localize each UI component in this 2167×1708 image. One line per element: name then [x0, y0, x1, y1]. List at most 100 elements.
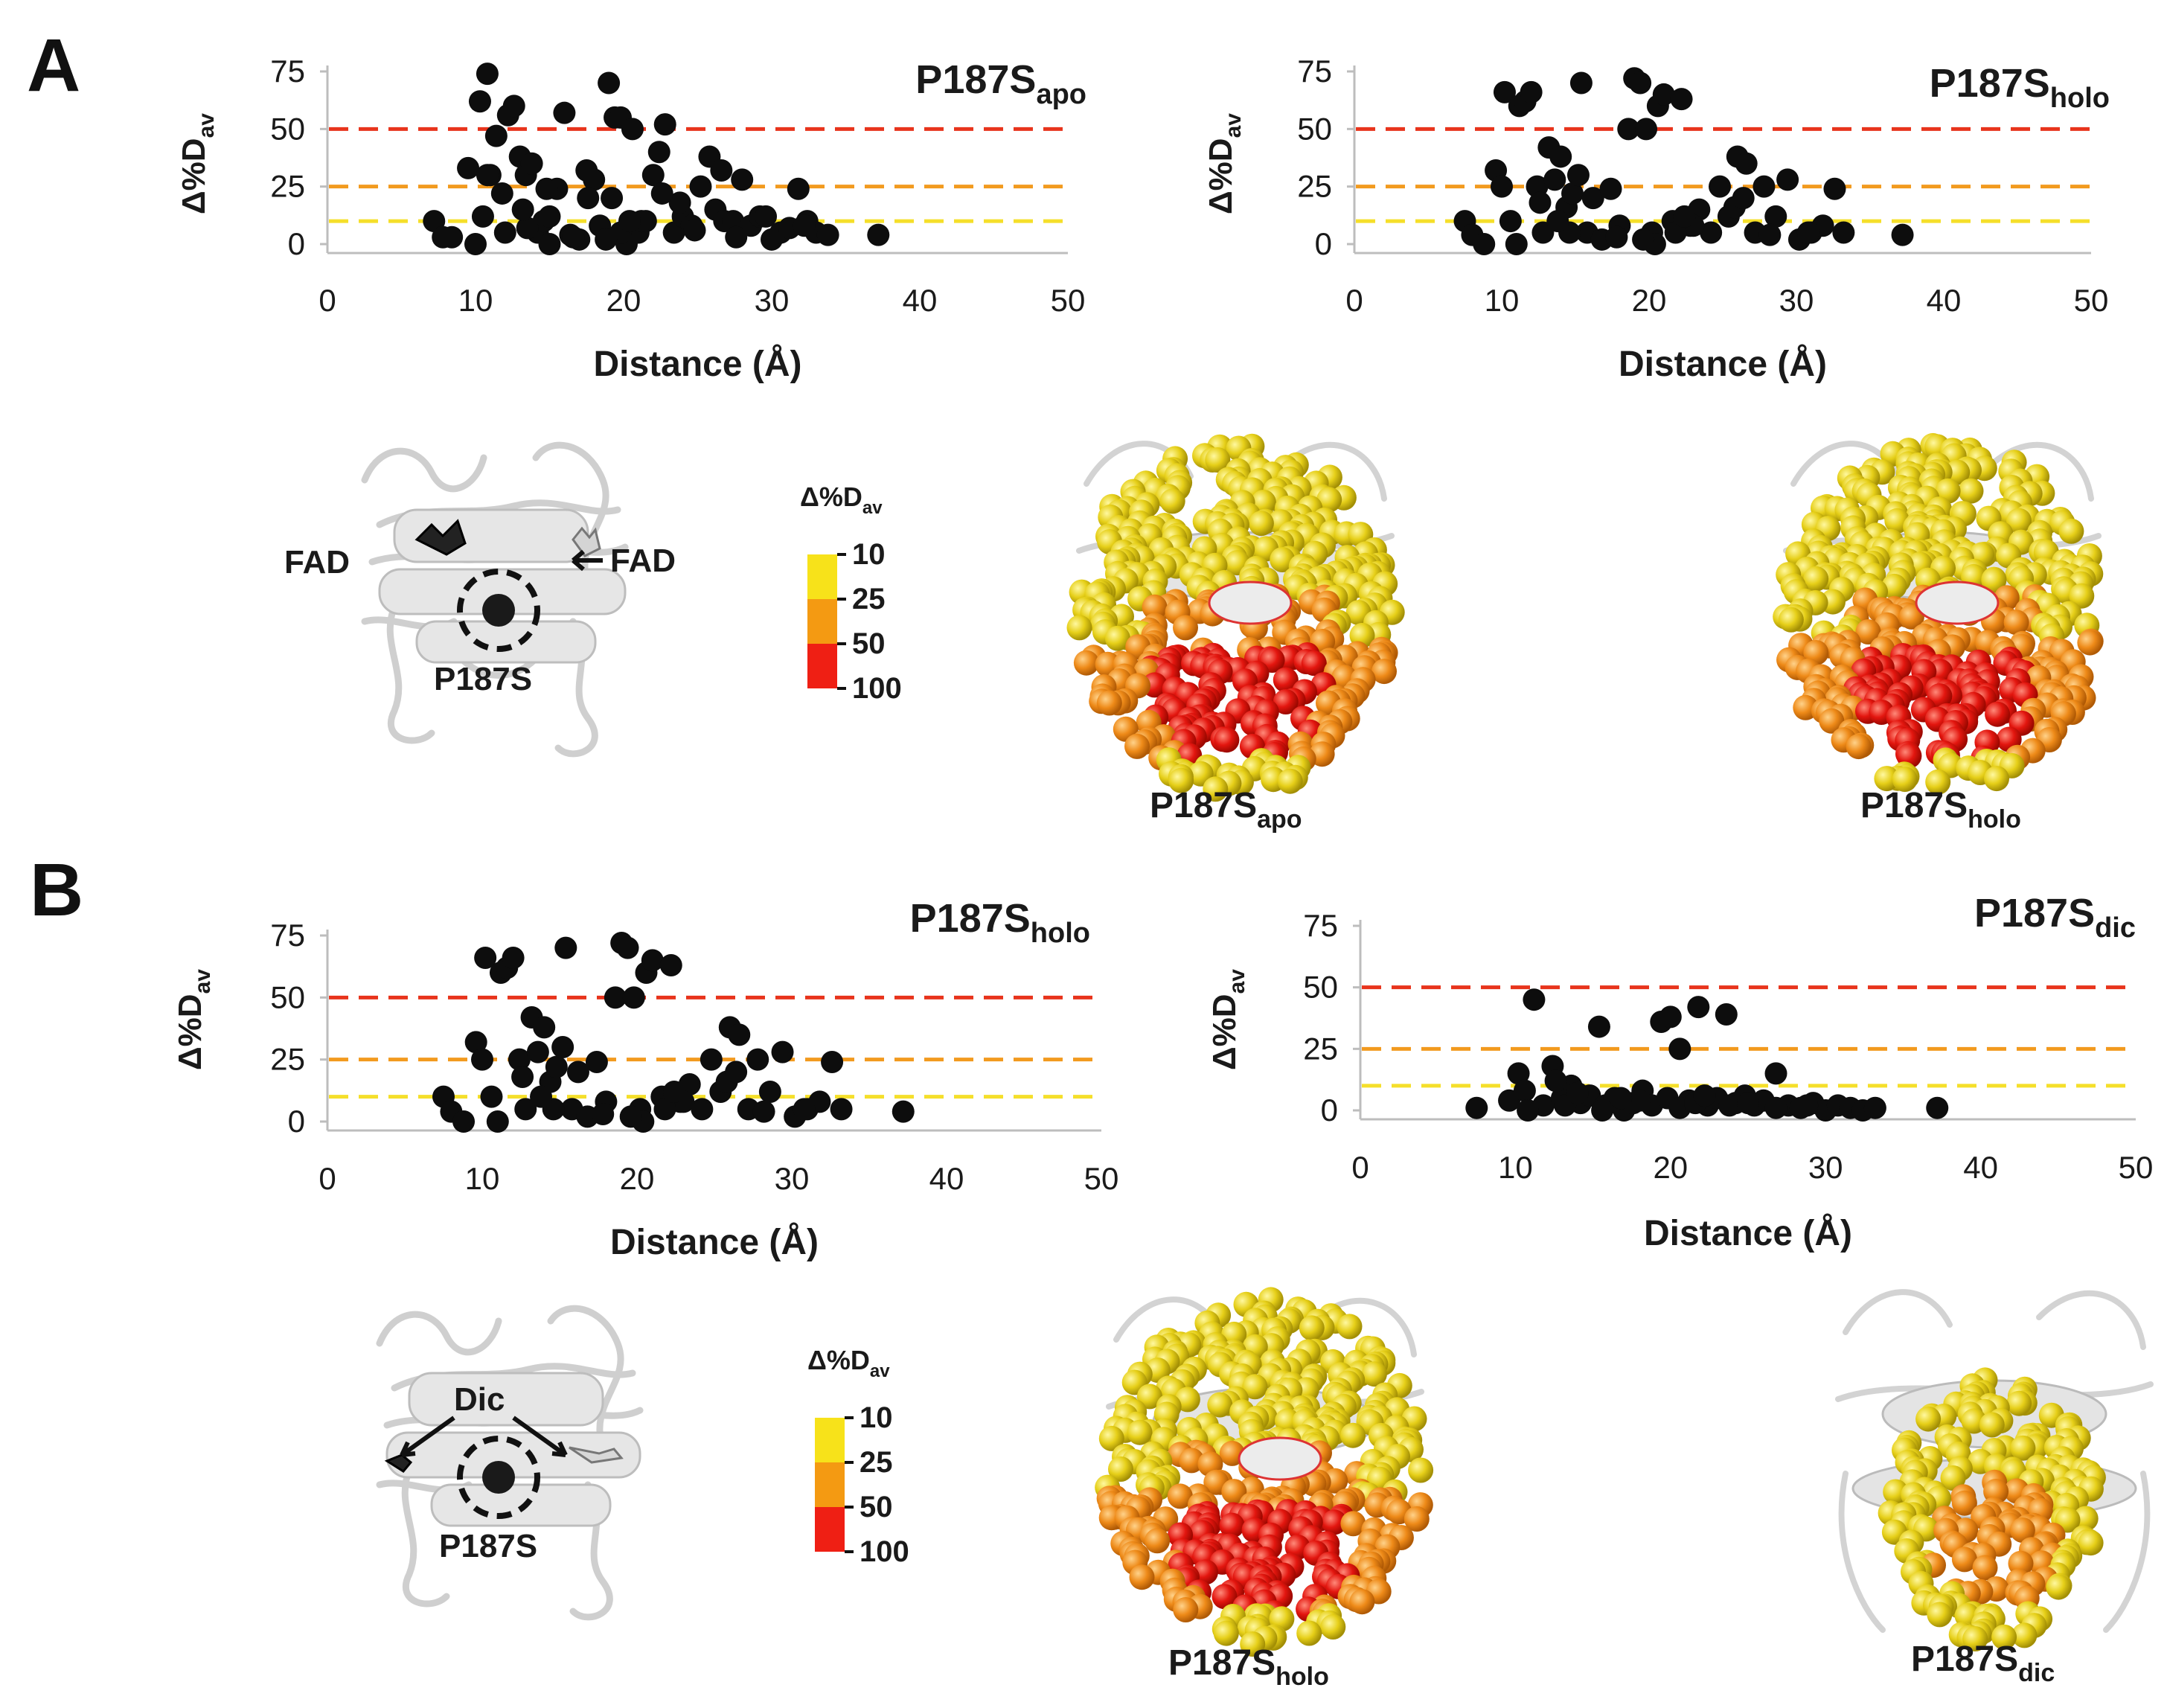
data-point: [452, 1110, 476, 1133]
fad-label-left: FAD: [284, 544, 350, 580]
y-tick-label: 0: [1315, 226, 1332, 261]
data-point: [1465, 1096, 1488, 1119]
x-tick-label: 30: [1808, 1150, 1843, 1185]
data-point: [516, 217, 539, 240]
data-point: [1546, 210, 1569, 233]
data-point: [1529, 191, 1552, 214]
scale-label: 100: [860, 1535, 909, 1568]
y-tick-label: 25: [1303, 1031, 1338, 1066]
data-point: [653, 113, 676, 136]
data-point: [752, 1100, 775, 1123]
x-tick-label: 0: [1345, 283, 1363, 318]
x-tick-label: 10: [458, 283, 493, 318]
data-point: [830, 1098, 853, 1121]
data-point: [1891, 223, 1914, 246]
data-point: [1561, 182, 1584, 205]
data-point: [816, 223, 839, 246]
data-point: [1569, 71, 1593, 95]
data-point: [1668, 1037, 1691, 1061]
data-point: [598, 71, 621, 95]
chart-title: P187Sholo: [910, 896, 1090, 949]
data-point: [585, 1051, 608, 1073]
data-point: [1599, 177, 1622, 200]
y-tick-label: 25: [1297, 169, 1332, 204]
scatter-chart-a-holo: 0 25 50 75 0 10 20 30 40 50 Distance (Å) Δ%Dav P187S…: [1203, 54, 2110, 384]
data-point: [1610, 1087, 1633, 1110]
y-axis-label: Δ%Dav: [172, 969, 215, 1070]
data-point: [1659, 1005, 1682, 1029]
data-point: [511, 1066, 534, 1088]
data-point: [731, 168, 754, 191]
data-point: [647, 141, 670, 164]
data-point: [1823, 177, 1846, 200]
data-point: [1735, 152, 1758, 175]
scale-label: 25: [860, 1446, 893, 1479]
y-tick-label: 50: [1297, 111, 1332, 146]
data-point: [526, 1040, 549, 1063]
data-point: [1520, 80, 1543, 103]
data-point: [892, 1100, 915, 1123]
data-point: [1715, 1003, 1738, 1026]
data-point: [486, 1110, 509, 1133]
data-point: [471, 1048, 493, 1071]
x-axis-label: Distance (Å): [610, 1222, 819, 1262]
data-point: [1670, 88, 1693, 111]
data-point: [474, 947, 497, 969]
data-point: [553, 101, 576, 124]
scatter-chart-b-dic: 0 25 50 75 0 10 20 30 40 50 Distance (Å) Δ%Dav P187S…: [1206, 891, 2153, 1253]
data-point: [468, 90, 491, 113]
space-fill-structure-apo: [1066, 433, 1405, 802]
data-point: [755, 205, 778, 228]
data-point: [700, 1048, 723, 1071]
y-tick-label: 0: [288, 1104, 305, 1139]
structure-label-dic: P187Sdic: [1911, 1640, 2055, 1687]
scale-label: 50: [852, 627, 886, 660]
data-point: [490, 182, 513, 205]
data-point: [514, 1098, 537, 1121]
data-point: [787, 177, 810, 200]
data-point: [653, 1098, 676, 1121]
data-point: [1796, 1094, 1819, 1117]
x-tick-label: 20: [606, 283, 641, 318]
y-tick-label: 50: [1303, 970, 1338, 1005]
data-point: [1700, 221, 1723, 244]
data-point: [1513, 1079, 1536, 1102]
data-point: [1587, 1015, 1610, 1038]
data-point: [1543, 168, 1566, 191]
data-point: [1523, 988, 1546, 1011]
data-point: [1764, 1096, 1787, 1119]
data-point: [771, 1040, 794, 1063]
data-point: [1605, 226, 1628, 249]
data-point: [1629, 71, 1652, 95]
data-point: [1687, 996, 1710, 1019]
data-point: [1863, 1096, 1886, 1119]
panel-letter-a: A: [27, 24, 80, 107]
data-point: [1764, 1062, 1787, 1085]
data-point: [641, 949, 664, 972]
x-tick-label: 20: [620, 1161, 655, 1196]
y-tick-label: 50: [270, 979, 305, 1014]
x-tick-label: 0: [319, 283, 336, 318]
data-point: [1764, 205, 1787, 228]
data-point: [619, 1105, 642, 1128]
data-point: [530, 1085, 553, 1108]
data-point: [668, 191, 691, 214]
mutation-label: P187S: [434, 661, 532, 697]
data-point: [1673, 205, 1696, 228]
x-tick-label: 40: [1927, 283, 1962, 318]
x-tick-label: 40: [1963, 1150, 1998, 1185]
chart-title: P187Sapo: [915, 57, 1086, 110]
data-point: [545, 1055, 568, 1078]
data-point: [746, 1048, 769, 1071]
y-axis-label: Δ%Dav: [1203, 113, 1246, 214]
data-point: [1776, 168, 1799, 191]
mutation-site-circle: [457, 569, 540, 652]
data-point: [554, 936, 577, 959]
x-tick-label: 10: [465, 1161, 500, 1196]
data-point: [592, 1103, 615, 1125]
x-tick-label: 40: [929, 1161, 964, 1196]
data-point: [604, 986, 627, 1009]
scale-label: 10: [860, 1401, 893, 1434]
data-point: [1832, 221, 1855, 244]
data-point: [641, 164, 665, 187]
